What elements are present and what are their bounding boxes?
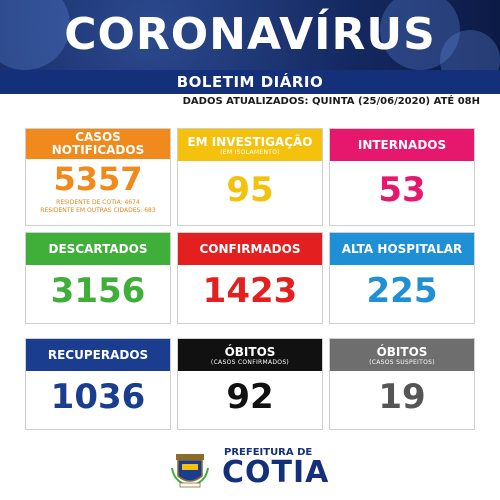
card-subtitle: (CASOS SUSPEITOS) (369, 358, 435, 366)
card-header: DESCARTADOS (26, 233, 170, 265)
card-value: 5357 (53, 160, 143, 198)
card-hospitalized: INTERNADOS 53 (329, 128, 475, 226)
card-header: ALTA HOSPITALAR (330, 233, 474, 265)
card-title: CONFIRMADOS (199, 242, 301, 256)
card-title: INTERNADOS (357, 138, 447, 152)
card-confirmed: CONFIRMADOS 1423 (177, 232, 323, 324)
card-under-investigation: EM INVESTIGAÇÃO (EM ISOLAMENTO) 95 (177, 128, 323, 226)
bulletin-subtitle: BOLETIM DIÁRIO (0, 70, 500, 94)
card-value: 19 (378, 377, 426, 417)
card-header: RECUPERADOS (26, 339, 170, 371)
card-header: CASOS NOTIFICADOS (26, 129, 170, 159)
card-notified-cases: CASOS NOTIFICADOS 5357 RESIDENTE DE COTI… (25, 128, 171, 226)
prefeitura-label: PREFEITURA DE (224, 447, 313, 458)
card-title: ALTA HOSPITALAR (341, 242, 463, 256)
card-header: CONFIRMADOS (178, 233, 322, 265)
virus-decoration-icon (380, 0, 460, 70)
card-title: CASOS (75, 130, 121, 144)
card-value: 3156 (50, 271, 146, 311)
city-logo-text: COTIA (222, 455, 330, 490)
card-value: 225 (366, 271, 438, 311)
card-value: 53 (378, 170, 426, 210)
card-subtitle: (EM ISOLAMENTO) (220, 148, 280, 156)
header-banner: CORONAVÍRUS (0, 0, 500, 70)
card-title: RECUPERADOS (47, 348, 149, 362)
card-header: INTERNADOS (330, 129, 474, 161)
card-discarded: DESCARTADOS 3156 (25, 232, 171, 324)
card-deaths-confirmed: ÓBITOS (CASOS CONFIRMADOS) 92 (177, 338, 323, 430)
card-value: 1423 (202, 271, 298, 311)
card-recovered: RECUPERADOS 1036 (25, 338, 171, 430)
card-value: 92 (226, 377, 274, 417)
coat-of-arms-icon (171, 454, 209, 488)
page-title: CORONAVÍRUS (64, 9, 436, 60)
card-title: EM INVESTIGAÇÃO (187, 134, 313, 149)
card-header: EM INVESTIGAÇÃO (EM ISOLAMENTO) (178, 129, 322, 161)
virus-decoration-icon (440, 30, 500, 70)
card-note: RESIDENTE DE COTIA: 4674 (56, 199, 140, 206)
card-value: 1036 (50, 377, 146, 417)
card-hospital-discharge: ALTA HOSPITALAR 225 (329, 232, 475, 324)
card-title: ÓBITOS (376, 344, 428, 359)
card-deaths-suspected: ÓBITOS (CASOS SUSPEITOS) 19 (329, 338, 475, 430)
card-header: ÓBITOS (CASOS SUSPEITOS) (330, 339, 474, 371)
card-note: RESIDENTE EM OUTRAS CIDADES: 683 (40, 207, 156, 214)
card-subtitle: (CASOS CONFIRMADOS) (210, 358, 290, 366)
card-header: ÓBITOS (CASOS CONFIRMADOS) (178, 339, 322, 371)
card-title: DESCARTADOS (48, 242, 148, 256)
card-title: ÓBITOS (224, 344, 276, 359)
updated-timestamp: DADOS ATUALIZADOS: QUINTA (25/06/2020) A… (182, 96, 480, 107)
card-title: NOTIFICADOS (51, 143, 145, 157)
card-value: 95 (226, 170, 274, 210)
